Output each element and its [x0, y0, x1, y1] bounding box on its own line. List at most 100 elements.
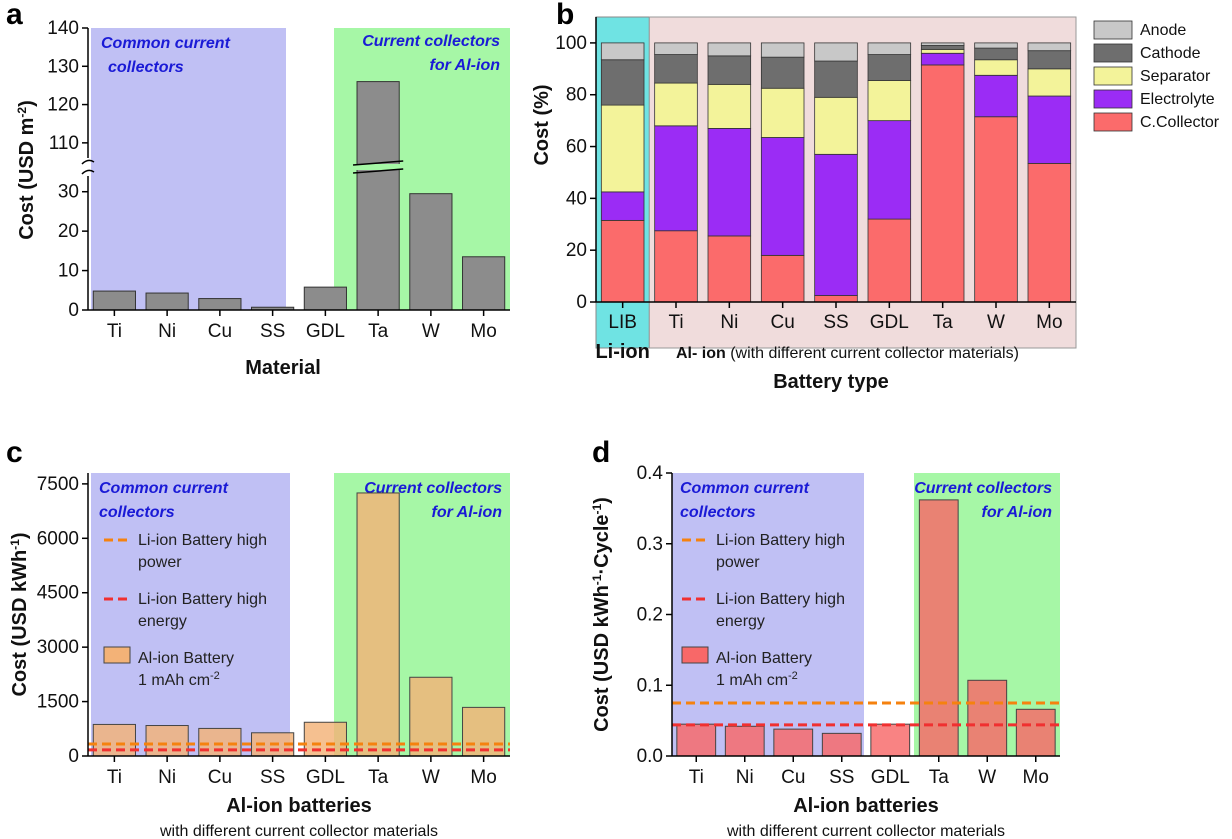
bar-segment-ss-cathode — [814, 60, 858, 98]
bar-segment-ti-ccollector — [654, 230, 698, 303]
bar-ni — [724, 725, 765, 757]
bar-segment-lib-cathode — [600, 59, 645, 106]
bar-mo — [462, 256, 506, 311]
panel-letter-a: a — [6, 0, 23, 31]
bar-ti — [92, 290, 136, 311]
legend-label-al-ion-capacity: 1 mAh cm-2 — [138, 670, 220, 689]
panel-letter-d: d — [592, 436, 610, 469]
bar-segment-cu-anode — [760, 42, 805, 58]
y-tick-label-140: 140 — [47, 18, 79, 39]
axis-break-line-lower — [352, 168, 404, 174]
x-tick-label-ss: SS — [260, 321, 285, 342]
region-common-collectors — [91, 473, 290, 756]
x-tick-label-ta: Ta — [368, 321, 389, 342]
region-al-label-line1: Current collectors — [362, 33, 500, 50]
bar-segment-mo-separator — [1027, 68, 1072, 97]
bar-ss — [821, 732, 862, 757]
y-tick-label-4500: 4500 — [37, 583, 79, 604]
panel-b-battery-cost-breakdown-chart: LIB Ti Ni Cu SS GDL Ta W Mo 0 20 40 60 80 100 Li-ion Al-… — [531, 16, 1220, 393]
bar-segment-cu-separator — [760, 87, 805, 138]
group-label-lib: Li-ion — [595, 341, 649, 363]
region-al-label-line2: for Al-ion — [430, 57, 501, 74]
legend-label-line2-high-energy: energy — [138, 613, 187, 630]
bar-segment-gdl-anode — [867, 42, 912, 55]
legend-label-electrolyte: Electrolyte — [1140, 91, 1215, 108]
x-tick-label-ni: Ni — [720, 312, 738, 333]
bar-segment-ni-anode — [707, 42, 752, 57]
bar-segment-gdl-cathode — [867, 54, 912, 81]
y-tick-label-120: 120 — [47, 95, 79, 116]
bar-segment-ti-electrolyte — [654, 125, 698, 232]
x-tick-label-gdl: GDL — [871, 767, 910, 788]
bar-segment-ta-cathode — [920, 45, 965, 50]
x-tick-label-mo: Mo — [1023, 767, 1049, 788]
x-tick-label-lib: LIB — [608, 312, 637, 333]
x-tick-label-w: W — [422, 321, 440, 342]
bar-segment-ni-ccollector — [707, 235, 752, 303]
legend-label-al-ion-battery: Al-ion Battery — [716, 650, 812, 667]
bar-segment-lib-separator — [600, 104, 645, 193]
legend-swatch-al-ion-battery — [103, 646, 131, 664]
y-axis-title: Cost (USD kWh-1·Cycle-1) — [590, 497, 613, 732]
bar-segment-ta-separator — [920, 48, 965, 54]
x-tick-label-ss: SS — [260, 767, 285, 788]
bar-segment-gdl-ccollector — [867, 218, 912, 303]
region-common-collectors — [672, 473, 864, 756]
bar-segment-ta-electrolyte — [920, 52, 965, 66]
x-tick-label-ss: SS — [823, 312, 848, 333]
panel-letter-b: b — [556, 0, 574, 31]
bar-segment-lib-ccollector — [600, 219, 645, 303]
bar-gdl — [303, 721, 347, 757]
y-tick-label-0.1: 0.1 — [637, 675, 663, 696]
x-tick-label-ti: Ti — [107, 321, 122, 342]
x-tick-label-ss: SS — [829, 767, 854, 788]
bar-segment-ss-separator — [814, 96, 858, 155]
y-tick-label-0: 0 — [68, 300, 79, 321]
x-tick-label-ta: Ta — [933, 312, 954, 333]
y-tick-label-80: 80 — [566, 85, 587, 106]
bar-ta — [918, 499, 959, 757]
bar-segment-w-electrolyte — [974, 74, 1018, 118]
bar-segment-ni-electrolyte — [707, 128, 752, 237]
bar-gdl — [870, 723, 911, 757]
legend-label-ccollector: C.Collector — [1140, 114, 1220, 131]
bar-ta — [356, 492, 400, 757]
region-common-label-line2: collectors — [99, 504, 175, 521]
bar-segment-ti-separator — [654, 82, 698, 127]
y-tick-label-0.4: 0.4 — [637, 463, 664, 484]
y-axis-title: Cost (USD kWh-1) — [8, 532, 31, 696]
y-tick-label-20: 20 — [58, 221, 79, 242]
region-common-label-line1: Common current — [101, 35, 231, 52]
y-tick-label-20: 20 — [566, 240, 587, 261]
legend-swatch-cathode — [1093, 43, 1133, 63]
y-tick-label-60: 60 — [566, 137, 587, 158]
legend-swatch-anode — [1093, 20, 1133, 40]
y-tick-label-0.0: 0.0 — [637, 746, 663, 767]
bar-cu — [773, 728, 814, 757]
x-axis-title: Battery type — [773, 371, 889, 393]
legend-label-al-ion-capacity: 1 mAh cm-2 — [716, 670, 798, 689]
panel-d-cycle-cost-chart: Common current collectors Current collecto… — [590, 463, 1060, 839]
bar-segment-gdl-separator — [867, 80, 912, 122]
bar-segment-ni-separator — [707, 83, 752, 129]
region-al-label-line2: for Al-ion — [982, 504, 1053, 521]
panel-a-material-cost-chart: Common current collectors Current collecto… — [15, 18, 510, 379]
x-tick-label-cu: Cu — [208, 321, 232, 342]
bar-segment-ta-anode — [920, 42, 965, 46]
legend-swatch-ccollector — [1093, 112, 1133, 132]
region-common-label-line2: collectors — [680, 504, 756, 521]
legend-label-anode: Anode — [1140, 22, 1186, 39]
legend-swatch-al-ion-battery — [681, 646, 709, 664]
x-tick-label-ta: Ta — [368, 767, 389, 788]
bar-segment-ti-cathode — [654, 54, 698, 84]
bar-segment-mo-electrolyte — [1027, 95, 1072, 164]
y-tick-label-110: 110 — [49, 133, 79, 154]
bar-cu — [198, 727, 242, 757]
y-tick-label-1500: 1500 — [37, 692, 79, 713]
region-common-label-line1: Common current — [99, 480, 229, 497]
legend-swatch-separator — [1093, 66, 1133, 86]
bar-segment-w-ccollector — [974, 116, 1018, 303]
bar-segment-ss-ccollector — [814, 295, 858, 303]
bar-segment-gdl-electrolyte — [867, 120, 912, 220]
axis-break-gap-ta — [355, 164, 402, 170]
